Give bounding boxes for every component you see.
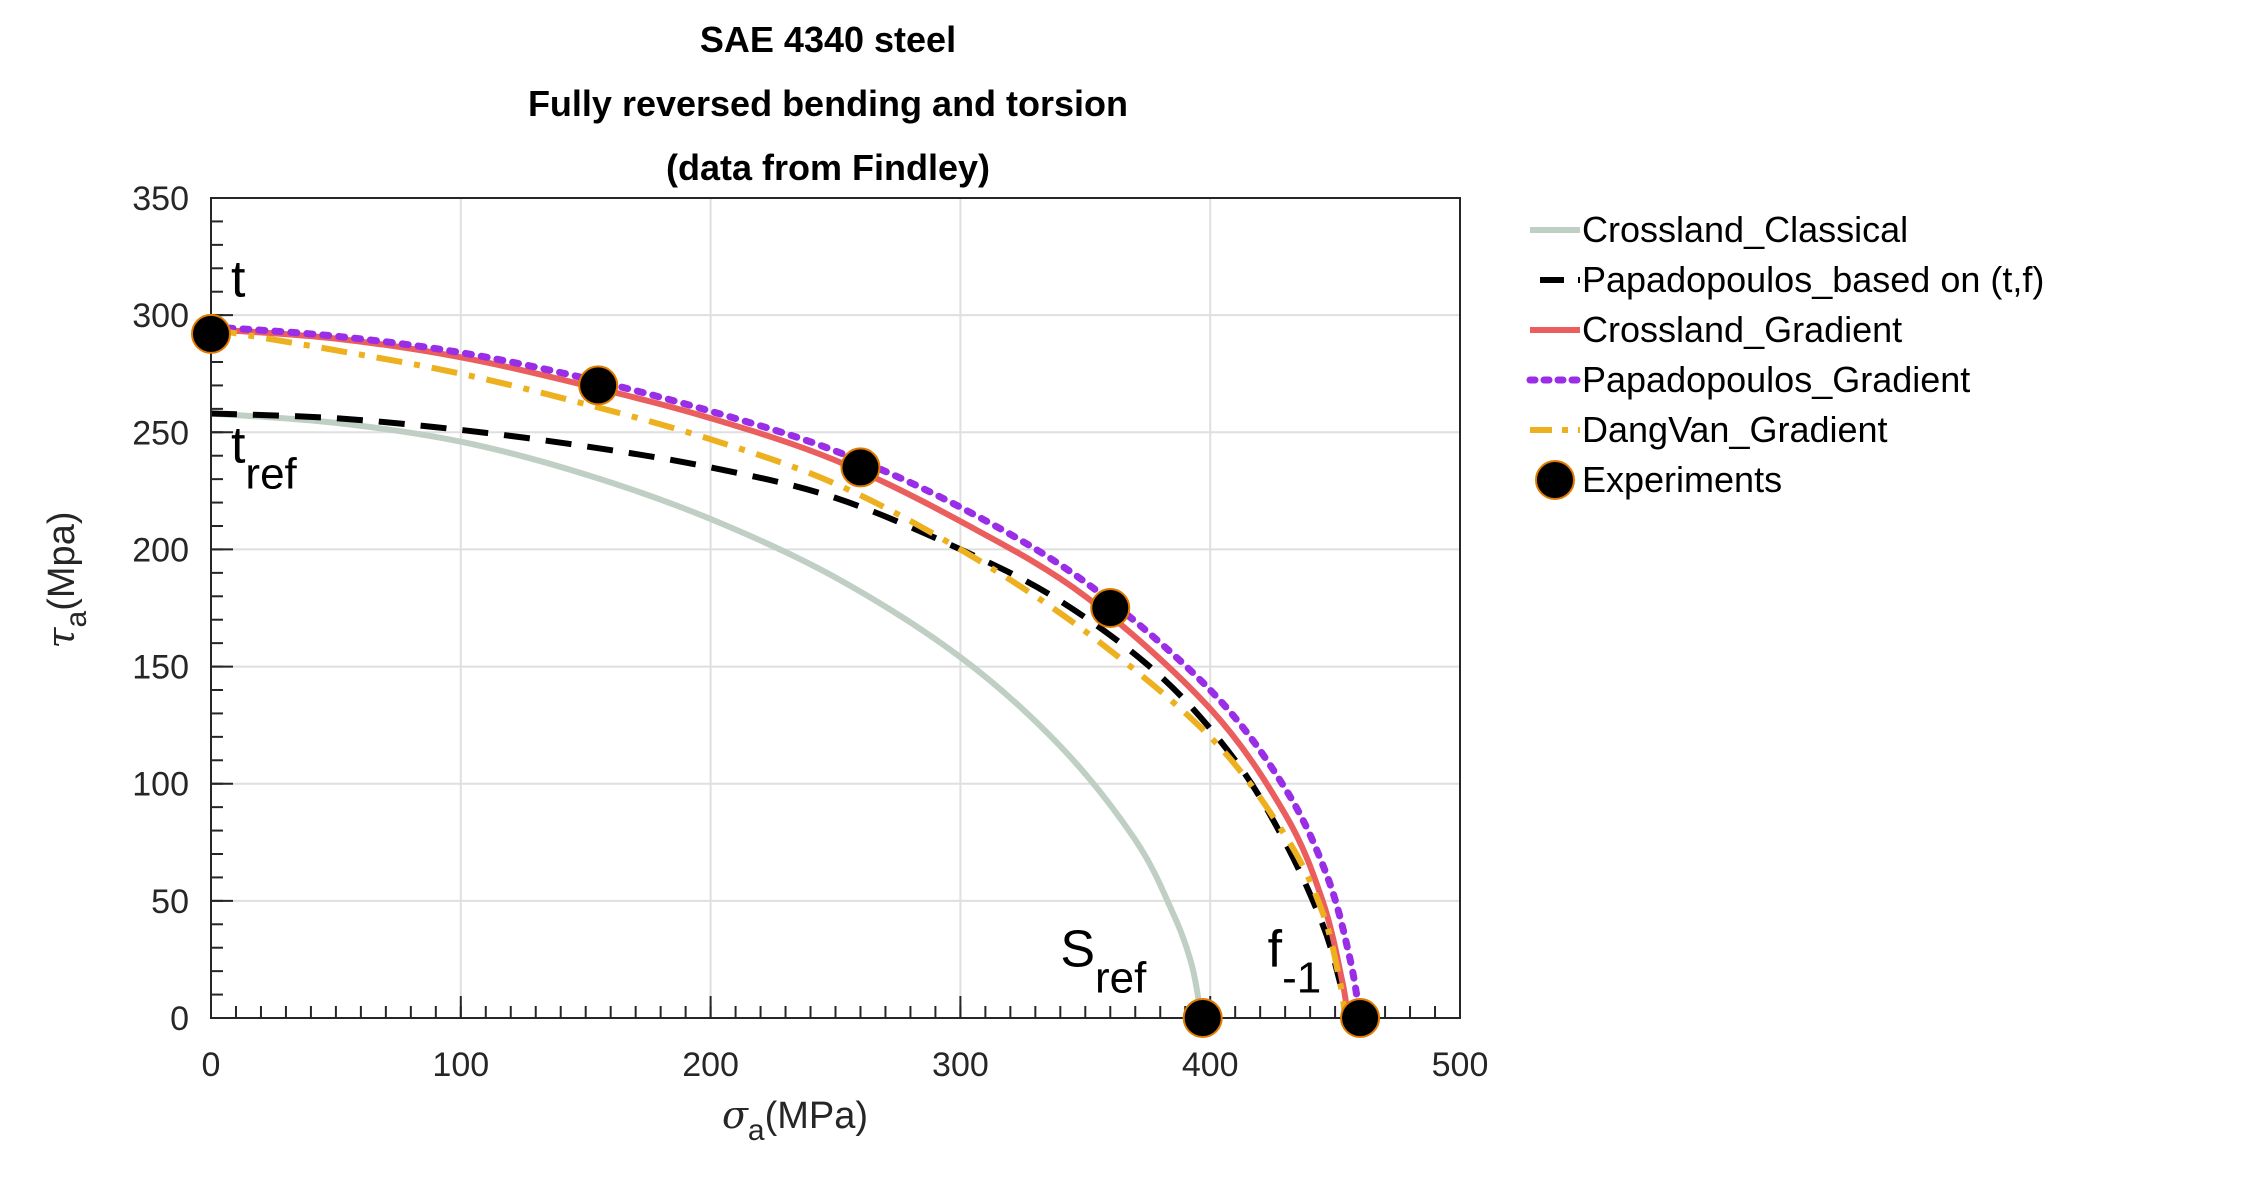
chart-title: SAE 4340 steel Fully reversed bending an… bbox=[528, 19, 1128, 188]
legend: Crossland_Classical Papadopoulos_based on… bbox=[1526, 209, 2044, 500]
x-tick-label: 200 bbox=[682, 1046, 739, 1084]
axes-box bbox=[210, 197, 1461, 1019]
svg-text:σa(MPa): σa(MPa) bbox=[722, 1093, 868, 1147]
experiment-point bbox=[1340, 998, 1381, 1038]
annotation-S-ref: Sref bbox=[1060, 920, 1147, 1002]
y-tick-label: 300 bbox=[132, 297, 189, 335]
experiment-point bbox=[1182, 998, 1223, 1038]
annotation-t: t bbox=[231, 250, 246, 308]
legend-label: Papadopoulos_Gradient bbox=[1582, 359, 1970, 400]
x-tick-label: 300 bbox=[932, 1046, 989, 1084]
annotation-subscript: -1 bbox=[1282, 953, 1321, 1002]
x-tick-label: 100 bbox=[432, 1046, 489, 1084]
y-tick-label: 350 bbox=[132, 180, 189, 218]
x-tick-label: 400 bbox=[1182, 1046, 1239, 1084]
y-tick-label: 150 bbox=[132, 649, 189, 687]
series-line-papadopoulos-gradient bbox=[207, 323, 1364, 1022]
series-line-crossland-classical bbox=[210, 410, 1204, 1019]
y-tick-label: 200 bbox=[132, 531, 189, 569]
legend-marker bbox=[1535, 460, 1575, 500]
experiment-point bbox=[578, 365, 619, 406]
x-axis-symbol: σ bbox=[722, 1093, 749, 1137]
axes: 0 100 200 300 400 500 0 50 100 150 200 250 300 350 bbox=[132, 180, 1488, 1084]
grid bbox=[210, 197, 1461, 1019]
legend-label: DangVan_Gradient bbox=[1582, 409, 1888, 450]
annotation-main: S bbox=[1060, 920, 1095, 978]
title-line-2: Fully reversed bending and torsion bbox=[528, 83, 1128, 124]
y-axis-unit: (Mpa) bbox=[41, 512, 83, 611]
annotation-main: f bbox=[1268, 920, 1283, 978]
title-line-1: SAE 4340 steel bbox=[700, 19, 956, 60]
y-tick-label: 0 bbox=[170, 1000, 189, 1038]
annotation-main: t bbox=[231, 417, 246, 475]
series-line-dangvan-gradient bbox=[210, 326, 1349, 1019]
annotation-subscript: ref bbox=[1095, 953, 1147, 1002]
annotation-f--1: f-1 bbox=[1268, 920, 1322, 1002]
svg-text:τa(Mpa): τa(Mpa) bbox=[39, 512, 93, 649]
annotation-subscript: ref bbox=[245, 450, 297, 499]
experiment-point bbox=[191, 313, 231, 354]
title-line-3: (data from Findley) bbox=[666, 147, 990, 188]
plot-curves bbox=[207, 323, 1364, 1022]
y-tick-label: 50 bbox=[151, 883, 189, 921]
y-axis-subscript: a bbox=[60, 610, 93, 627]
series-line-crossland-gradient bbox=[210, 326, 1351, 1019]
x-tick-label: 0 bbox=[202, 1046, 221, 1084]
y-axis-symbol: τ bbox=[39, 626, 83, 648]
annotation-main: t bbox=[231, 250, 246, 308]
y-axis-label: τa(Mpa) bbox=[39, 512, 93, 649]
legend-label: Crossland_Classical bbox=[1582, 209, 1908, 250]
legend-label: Papadopoulos_based on (t,f) bbox=[1582, 259, 2044, 300]
plot-markers bbox=[191, 313, 1381, 1038]
legend-label: Crossland_Gradient bbox=[1582, 309, 1902, 350]
experiment-point bbox=[1090, 588, 1131, 628]
y-tick-label: 100 bbox=[132, 766, 189, 804]
experiment-point bbox=[840, 447, 881, 488]
x-axis-subscript: a bbox=[748, 1114, 765, 1147]
legend-label: Experiments bbox=[1582, 459, 1782, 500]
x-axis-label: σa(MPa) bbox=[722, 1093, 868, 1147]
y-tick-label: 250 bbox=[132, 414, 189, 452]
x-axis-unit: (MPa) bbox=[765, 1095, 868, 1137]
annotation-t-ref: tref bbox=[231, 417, 298, 499]
x-tick-label: 500 bbox=[1432, 1046, 1489, 1084]
